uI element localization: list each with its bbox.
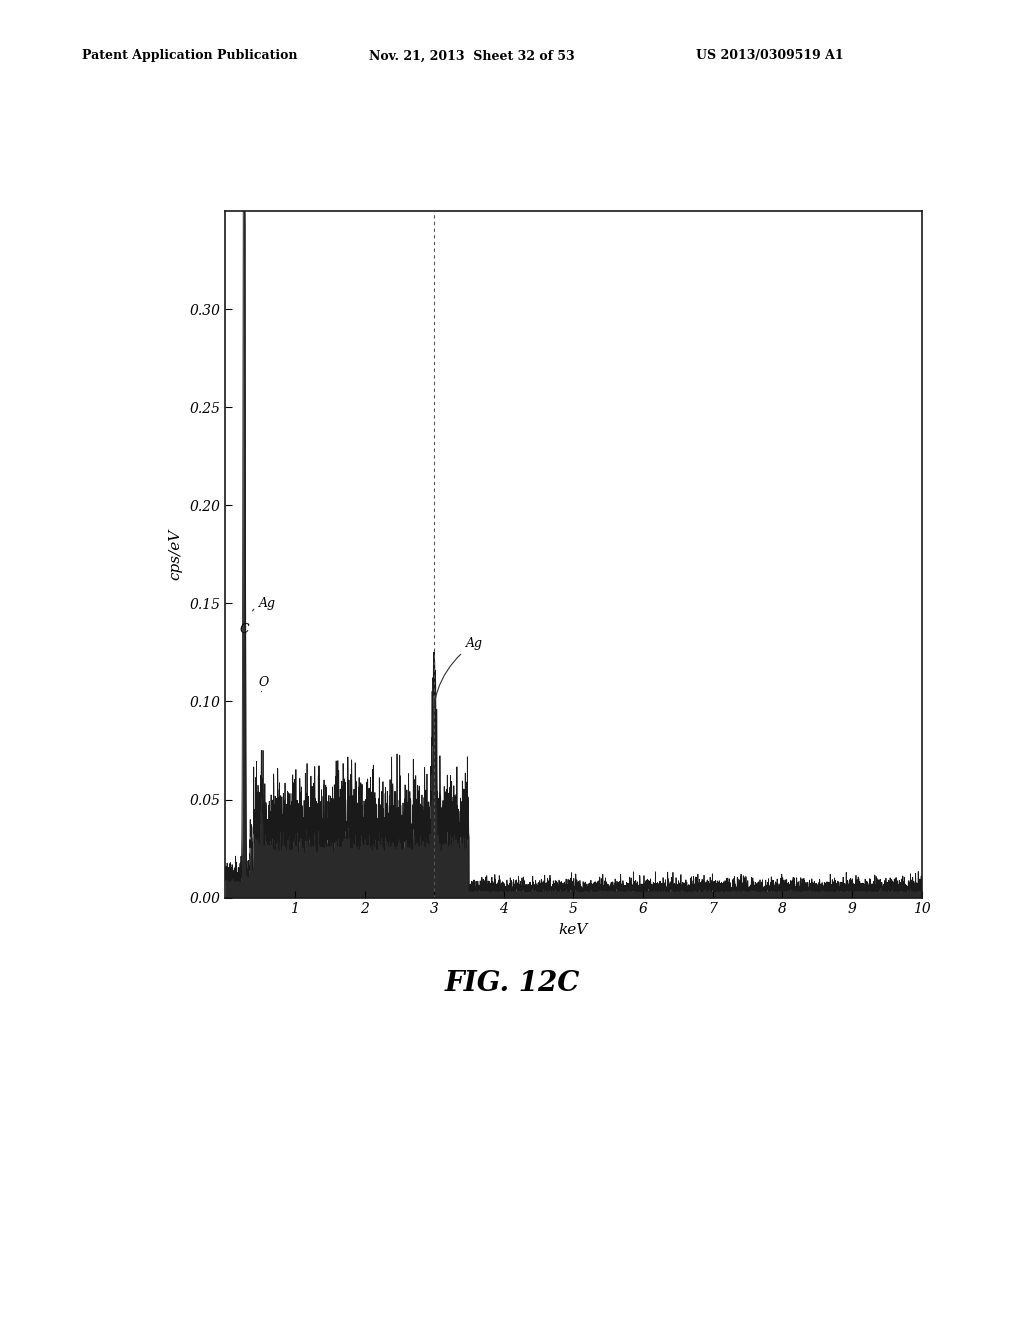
- Text: US 2013/0309519 A1: US 2013/0309519 A1: [696, 49, 844, 62]
- Text: FIG. 12C: FIG. 12C: [444, 970, 580, 997]
- Y-axis label: cps/eV: cps/eV: [169, 529, 182, 579]
- X-axis label: keV: keV: [559, 924, 588, 937]
- Text: Patent Application Publication: Patent Application Publication: [82, 49, 297, 62]
- Text: O: O: [259, 676, 269, 692]
- Text: Ag: Ag: [253, 598, 275, 611]
- Text: Ag: Ag: [433, 636, 482, 734]
- Text: Nov. 21, 2013  Sheet 32 of 53: Nov. 21, 2013 Sheet 32 of 53: [369, 49, 574, 62]
- Text: C: C: [240, 623, 249, 636]
